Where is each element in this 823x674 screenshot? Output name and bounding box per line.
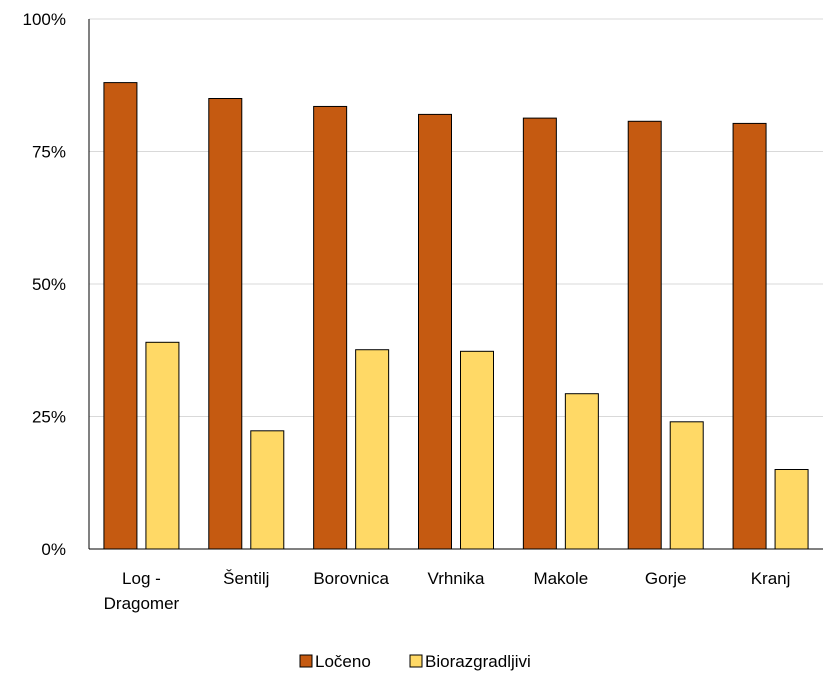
y-tick-label: 25%: [32, 408, 66, 427]
bar-loceno: [627, 120, 662, 550]
bar-loceno: [208, 98, 243, 550]
y-tick-label: 100%: [23, 10, 66, 29]
y-tick-label: 75%: [32, 143, 66, 162]
bar-biorazgradljivi: [250, 430, 285, 550]
bar-loceno: [313, 105, 348, 550]
bar-loceno: [522, 117, 557, 550]
bar-biorazgradljivi: [564, 393, 599, 550]
x-category-label: Gorje: [645, 569, 687, 588]
bars: [103, 82, 809, 550]
bar-loceno: [103, 82, 138, 550]
x-axis-categories: Log -Dragomer Šentilj Borovnica Vrhnika Mako…: [104, 569, 791, 613]
x-category-label: Šentilj: [223, 569, 269, 588]
legend-swatch: [299, 654, 313, 668]
axes: [88, 19, 823, 550]
y-tick-label: 0%: [41, 540, 66, 559]
x-category-label: Makole: [533, 569, 588, 588]
x-category-label: Vrhnika: [427, 569, 485, 588]
y-tick-label: 50%: [32, 275, 66, 294]
legend-item-loceno: Ločeno: [299, 652, 371, 671]
bar-biorazgradljivi: [355, 349, 390, 550]
bar-biorazgradljivi: [774, 469, 809, 550]
legend-item-biorazgradljivi: Biorazgradljivi: [409, 652, 531, 671]
y-axis-ticks: 0% 25% 50% 75% 100%: [23, 10, 66, 559]
bar-biorazgradljivi: [145, 341, 180, 550]
legend-label: Ločeno: [315, 652, 371, 671]
bar-biorazgradljivi: [460, 350, 494, 550]
x-category-label: Log -Dragomer: [104, 569, 180, 613]
legend: Ločeno Biorazgradljivi: [299, 652, 531, 671]
bar-loceno: [732, 122, 767, 550]
bar-loceno: [418, 113, 452, 550]
legend-label: Biorazgradljivi: [425, 652, 531, 671]
x-category-label: Borovnica: [313, 569, 389, 588]
x-category-label: Kranj: [751, 569, 791, 588]
bar-biorazgradljivi: [669, 421, 704, 550]
legend-swatch: [409, 654, 423, 668]
gridlines: [89, 18, 823, 417]
